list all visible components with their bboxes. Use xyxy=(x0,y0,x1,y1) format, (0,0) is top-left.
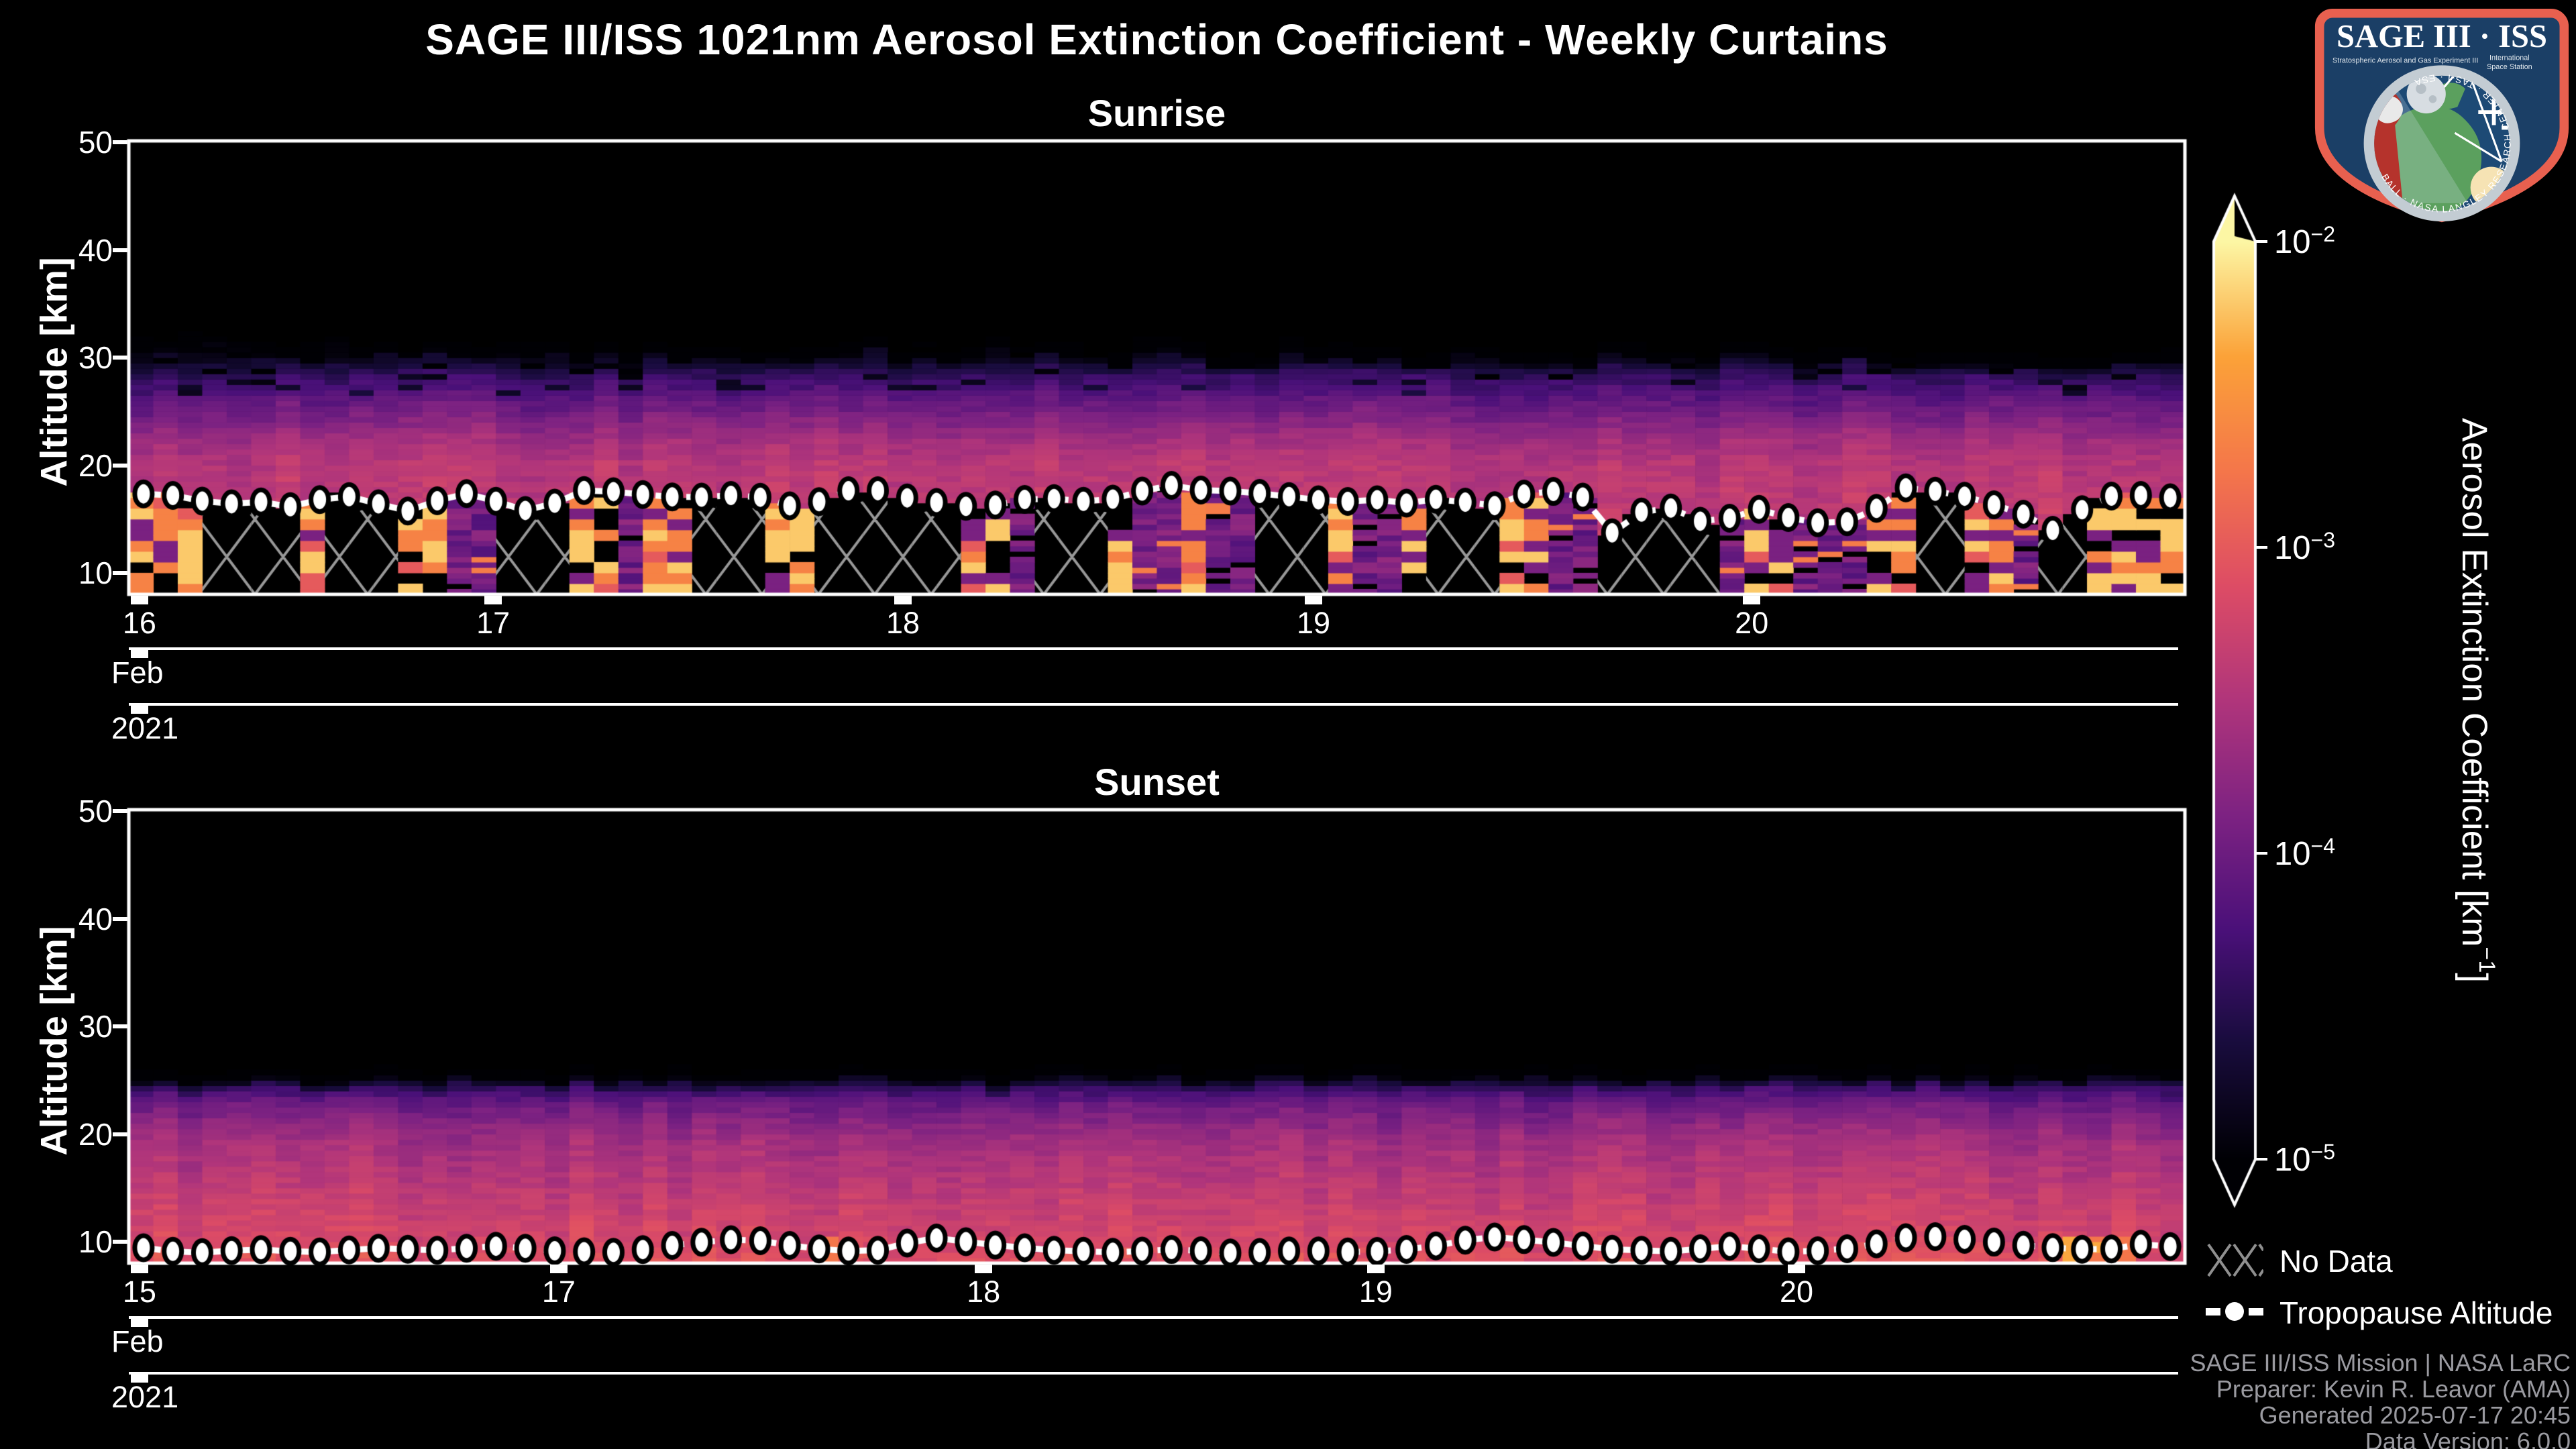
y-tick-mark xyxy=(113,570,127,575)
x-axis-month-tick xyxy=(131,1319,148,1327)
x-tick-label: 19 xyxy=(1358,1275,1393,1309)
y-tick-mark xyxy=(113,356,127,360)
colorbar-tick-mark xyxy=(2255,240,2267,243)
credit-preparer: Preparer: Kevin R. Leavor (AMA) xyxy=(2216,1375,2571,1403)
x-tick-mark xyxy=(549,1265,568,1273)
y-tick-mark xyxy=(113,1132,127,1136)
x-tick-label: 15 xyxy=(122,1275,156,1309)
patch-subtitle-left: Stratospheric Aerosol and Gas Experiment… xyxy=(2332,56,2478,64)
y-tick-label: 50 xyxy=(78,125,113,160)
y-tick-mark xyxy=(113,809,127,814)
y-tick-label: 30 xyxy=(78,340,113,376)
x-axis-year-line xyxy=(129,1372,2178,1375)
sunset-curtain-heatmap xyxy=(95,776,2218,1297)
patch-title: SAGE III · ISS xyxy=(2337,19,2547,54)
y-tick-mark xyxy=(113,916,127,921)
no-data-hatch-icon xyxy=(2206,1241,2263,1279)
y-tick-mark xyxy=(113,248,127,252)
tropopause-line-icon xyxy=(2206,1302,2263,1321)
x-tick-label: 18 xyxy=(885,606,920,640)
sunrise-curtain-heatmap xyxy=(95,107,2218,628)
x-axis-year-line xyxy=(129,703,2178,706)
y-tick-label: 50 xyxy=(78,794,113,829)
x-tick-mark xyxy=(130,1265,148,1273)
y-tick-mark xyxy=(113,1239,127,1244)
x-tick-mark xyxy=(130,596,148,604)
x-tick-label: 19 xyxy=(1297,606,1331,640)
x-tick-mark xyxy=(975,1265,993,1273)
x-tick-label: 20 xyxy=(1779,1275,1814,1309)
x-axis-month-tick xyxy=(131,650,148,658)
credit-mission: SAGE III/ISS Mission | NASA LaRC xyxy=(2190,1349,2571,1377)
colorbar-tick-label: 10−4 xyxy=(2274,833,2335,873)
x-tick-label: 17 xyxy=(541,1275,576,1309)
x-tick-mark xyxy=(484,596,502,604)
x-tick-mark xyxy=(1743,596,1761,604)
colorbar-label: Aerosol Extinction Coefficient [km−1] xyxy=(2455,418,2500,983)
x-tick-mark xyxy=(1305,596,1323,604)
credits-block: SAGE III/ISS Mission | NASA LaRC Prepare… xyxy=(2190,1350,2571,1449)
colorbar-tick-label: 10−5 xyxy=(2274,1139,2335,1179)
legend-no-data-label: No Data xyxy=(2279,1244,2393,1279)
colorbar-tick-label: 10−3 xyxy=(2274,527,2335,567)
x-axis-year-label: 2021 xyxy=(111,711,179,745)
colorbar-tick-label: 10−2 xyxy=(2274,221,2335,261)
colorbar-tick-mark xyxy=(2255,852,2267,855)
patch-subtitle-right2: Space Station xyxy=(2487,63,2532,71)
y-tick-mark xyxy=(113,463,127,468)
x-tick-label: 18 xyxy=(967,1275,1001,1309)
x-axis-year-tick xyxy=(131,1375,148,1383)
colorbar xyxy=(2207,189,2275,1212)
y-tick-label: 10 xyxy=(78,1224,113,1259)
x-tick-label: 17 xyxy=(476,606,511,640)
x-axis-month-label: Feb xyxy=(111,655,164,690)
patch-subtitle-right1: International xyxy=(2489,54,2530,62)
y-tick-mark xyxy=(113,140,127,145)
y-tick-mark xyxy=(113,1024,127,1029)
y-tick-label: 40 xyxy=(78,232,113,268)
x-tick-label: 20 xyxy=(1735,606,1769,640)
mission-patch-logo: SAGE III · ISS Stratospheric Aerosol and… xyxy=(2314,8,2569,223)
legend-tropopause-label: Tropopause Altitude xyxy=(2279,1295,2553,1330)
x-axis-month-line xyxy=(129,1316,2178,1319)
page-title: SAGE III/ISS 1021nm Aerosol Extinction C… xyxy=(425,15,1888,64)
x-axis-year-label: 2021 xyxy=(111,1380,179,1414)
y-tick-label: 10 xyxy=(78,555,113,590)
y-tick-label: 40 xyxy=(78,901,113,936)
x-axis-month-label: Feb xyxy=(111,1324,164,1358)
credit-generated: Generated 2025-07-17 20:45 xyxy=(2259,1401,2571,1429)
x-tick-label: 16 xyxy=(122,606,156,640)
x-axis-year-tick xyxy=(131,706,148,714)
y-tick-label: 20 xyxy=(78,447,113,483)
credit-data-version: Data Version: 6.0.0 xyxy=(2365,1428,2571,1449)
y-tick-label: 30 xyxy=(78,1009,113,1044)
x-tick-mark xyxy=(1788,1265,1806,1273)
y-tick-label: 20 xyxy=(78,1116,113,1152)
colorbar-tick-mark xyxy=(2255,1158,2267,1161)
x-tick-mark xyxy=(894,596,912,604)
colorbar-tick-mark xyxy=(2255,546,2267,549)
x-tick-mark xyxy=(1366,1265,1385,1273)
x-axis-month-line xyxy=(129,647,2178,650)
